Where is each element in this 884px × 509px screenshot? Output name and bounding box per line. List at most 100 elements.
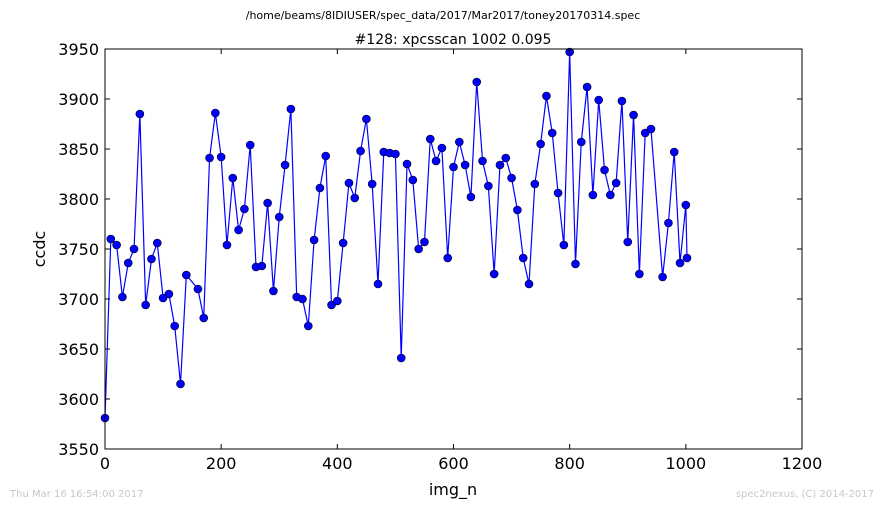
- data-point: [408, 175, 418, 185]
- data-point: [437, 143, 447, 153]
- data-point: [623, 237, 633, 247]
- y-axis: 3550 3600 3650 3700 3750 3800 3850 3900 3950: [58, 40, 802, 459]
- x-axis-label: img_n: [429, 480, 477, 500]
- data-point: [327, 300, 336, 310]
- data-point: [303, 321, 313, 331]
- data-point: [245, 140, 255, 150]
- data-point: [269, 286, 278, 296]
- data-point: [274, 212, 284, 222]
- data-point: [501, 153, 511, 163]
- data-point: [228, 173, 238, 183]
- data-point: [466, 192, 476, 202]
- data-point: [478, 156, 487, 166]
- data-point: [420, 237, 429, 247]
- data-point: [367, 179, 377, 189]
- data-point: [211, 108, 220, 118]
- y-tick-label: 3700: [58, 290, 99, 309]
- data-point: [617, 96, 627, 106]
- data-point: [664, 218, 673, 228]
- x-tick-label: 600: [438, 454, 469, 473]
- data-point: [350, 193, 360, 203]
- axes-frame: [104, 48, 803, 450]
- data-point: [472, 77, 482, 87]
- data-point: [199, 313, 209, 323]
- data-point: [129, 244, 139, 254]
- data-point: [594, 95, 604, 105]
- data-point: [449, 162, 458, 172]
- data-point: [576, 137, 586, 147]
- data-point: [669, 147, 679, 157]
- data-point: [158, 293, 168, 303]
- data-point: [182, 270, 191, 280]
- data-point: [571, 259, 580, 269]
- data-point: [611, 178, 621, 188]
- y-tick-label: 3650: [58, 340, 99, 359]
- chart-title: #128: xpcsscan 1002 0.095: [355, 32, 552, 48]
- data-point: [222, 240, 232, 250]
- data-point: [135, 109, 145, 119]
- data-point: [658, 272, 667, 282]
- y-tick-label: 3800: [58, 190, 99, 209]
- data-point: [280, 160, 290, 170]
- data-point: [530, 179, 540, 189]
- y-tick-label: 3550: [58, 440, 99, 459]
- data-point: [600, 165, 609, 175]
- footer-credit: spec2nexus, (C) 2014-2017: [735, 489, 874, 500]
- data-point: [518, 253, 528, 263]
- data-point: [315, 183, 325, 193]
- plot-area: [100, 47, 803, 450]
- data-point: [321, 151, 331, 161]
- data-point: [240, 204, 249, 214]
- data-point: [205, 153, 214, 163]
- data-point: [542, 91, 551, 101]
- data-point: [553, 188, 563, 198]
- chart-subtitle: /home/beams/8IDIUSER/spec_data/2017/Mar2…: [246, 9, 641, 22]
- x-tick-label: 400: [322, 454, 353, 473]
- x-tick-label: 800: [554, 454, 585, 473]
- data-point: [606, 190, 615, 200]
- y-tick-label: 3750: [58, 240, 99, 259]
- y-tick-label: 3950: [58, 40, 99, 59]
- data-point: [547, 128, 557, 138]
- series-line: [104, 51, 688, 419]
- data-point: [629, 110, 638, 120]
- data-point: [123, 258, 133, 268]
- series-layer: [100, 47, 692, 423]
- data-point: [344, 178, 354, 188]
- data-point: [460, 160, 470, 170]
- data-point: [170, 321, 179, 331]
- data-point: [141, 300, 150, 310]
- data-point: [263, 198, 272, 208]
- data-point: [112, 240, 121, 250]
- y-tick-label: 3850: [58, 140, 99, 159]
- data-point: [414, 244, 423, 254]
- data-point: [455, 137, 464, 147]
- data-point: [333, 296, 342, 306]
- data-point: [675, 258, 685, 268]
- y-axis-label: ccdc: [30, 231, 49, 268]
- data-point: [147, 254, 156, 264]
- data-point: [234, 225, 243, 235]
- data-point: [118, 292, 127, 302]
- data-point: [635, 269, 644, 279]
- data-point: [582, 82, 592, 92]
- data-point: [373, 279, 383, 289]
- data-point: [524, 279, 534, 289]
- data-point: [513, 205, 522, 215]
- data-point: [489, 269, 499, 279]
- data-point: [152, 238, 162, 248]
- footer-timestamp: Thu Mar 16 16:54:00 2017: [10, 489, 144, 500]
- x-tick-label: 200: [206, 454, 237, 473]
- data-point: [559, 240, 569, 250]
- data-point: [362, 114, 371, 124]
- x-tick-label: 0: [100, 454, 110, 473]
- data-point: [646, 124, 656, 134]
- data-point: [536, 139, 545, 149]
- data-point: [443, 253, 452, 263]
- data-point: [176, 379, 185, 389]
- data-point: [193, 284, 203, 294]
- data-point: [298, 294, 307, 304]
- data-point: [425, 134, 435, 144]
- data-point: [257, 261, 267, 271]
